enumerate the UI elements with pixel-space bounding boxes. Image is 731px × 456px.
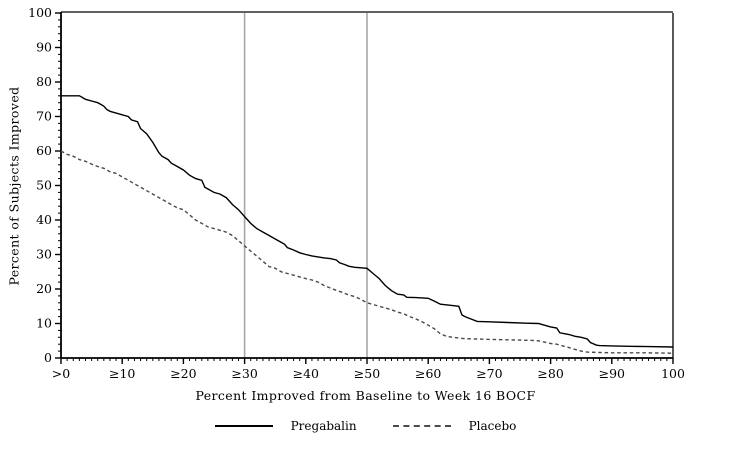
legend-item-pregabalin: Pregabalin <box>214 419 357 433</box>
y-tick-label: 90 <box>36 40 52 55</box>
x-tick-label: 100 <box>661 366 685 381</box>
x-tick-label: ≥40 <box>293 366 319 381</box>
y-tick-label: 50 <box>36 178 52 193</box>
x-tick-label: >0 <box>52 366 70 381</box>
y-tick-label: 100 <box>28 5 52 20</box>
y-tick-label: 60 <box>36 143 52 158</box>
y-tick-label: 30 <box>36 247 52 262</box>
y-tick-label: 80 <box>36 74 52 89</box>
x-tick-label: ≥80 <box>537 366 563 381</box>
y-axis-title: Percent of Subjects Improved <box>6 86 22 286</box>
dashed-line-icon <box>392 425 451 427</box>
series-pregabalin <box>61 95 674 348</box>
x-tick-label: ≥30 <box>231 366 257 381</box>
y-tick-label: 70 <box>36 109 52 124</box>
x-tick-label: ≥70 <box>476 366 502 381</box>
x-tick-label: ≥10 <box>109 366 135 381</box>
legend: Pregabalin Placebo <box>0 419 731 433</box>
y-tick-label: 0 <box>44 350 52 365</box>
y-tick-label: 20 <box>36 281 52 296</box>
legend-label-pregabalin: Pregabalin <box>290 419 357 433</box>
x-tick-label: ≥60 <box>415 366 441 381</box>
legend-label-placebo: Placebo <box>468 419 517 433</box>
y-tick-label: 10 <box>36 316 52 331</box>
legend-item-placebo: Placebo <box>392 419 517 433</box>
series-placebo <box>60 150 674 354</box>
solid-line-icon <box>214 425 273 427</box>
x-tick-label: ≥90 <box>599 366 625 381</box>
y-tick-label: 40 <box>36 212 52 227</box>
x-tick-label: ≥50 <box>354 366 380 381</box>
x-tick-label: ≥20 <box>170 366 196 381</box>
x-axis-title: Percent Improved from Baseline to Week 1… <box>195 388 536 403</box>
